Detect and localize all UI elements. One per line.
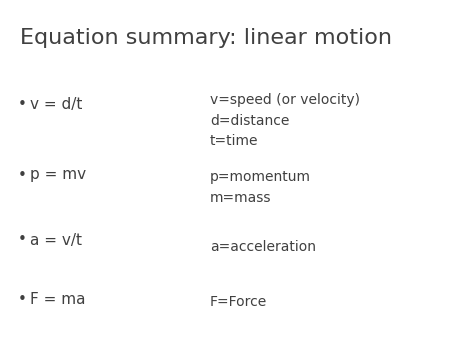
- Text: •: •: [18, 168, 27, 183]
- Text: a=acceleration: a=acceleration: [210, 240, 316, 254]
- Text: v=speed (or velocity)
d=distance
t=time: v=speed (or velocity) d=distance t=time: [210, 93, 360, 148]
- Text: •: •: [18, 97, 27, 113]
- Text: p = mv: p = mv: [30, 168, 86, 183]
- Text: F = ma: F = ma: [30, 292, 86, 308]
- Text: Equation summary: linear motion: Equation summary: linear motion: [20, 28, 392, 48]
- Text: F=Force: F=Force: [210, 295, 267, 309]
- Text: v = d/t: v = d/t: [30, 97, 82, 113]
- Text: •: •: [18, 233, 27, 247]
- Text: p=momentum
m=mass: p=momentum m=mass: [210, 170, 311, 204]
- Text: a = v/t: a = v/t: [30, 233, 82, 247]
- Text: •: •: [18, 292, 27, 308]
